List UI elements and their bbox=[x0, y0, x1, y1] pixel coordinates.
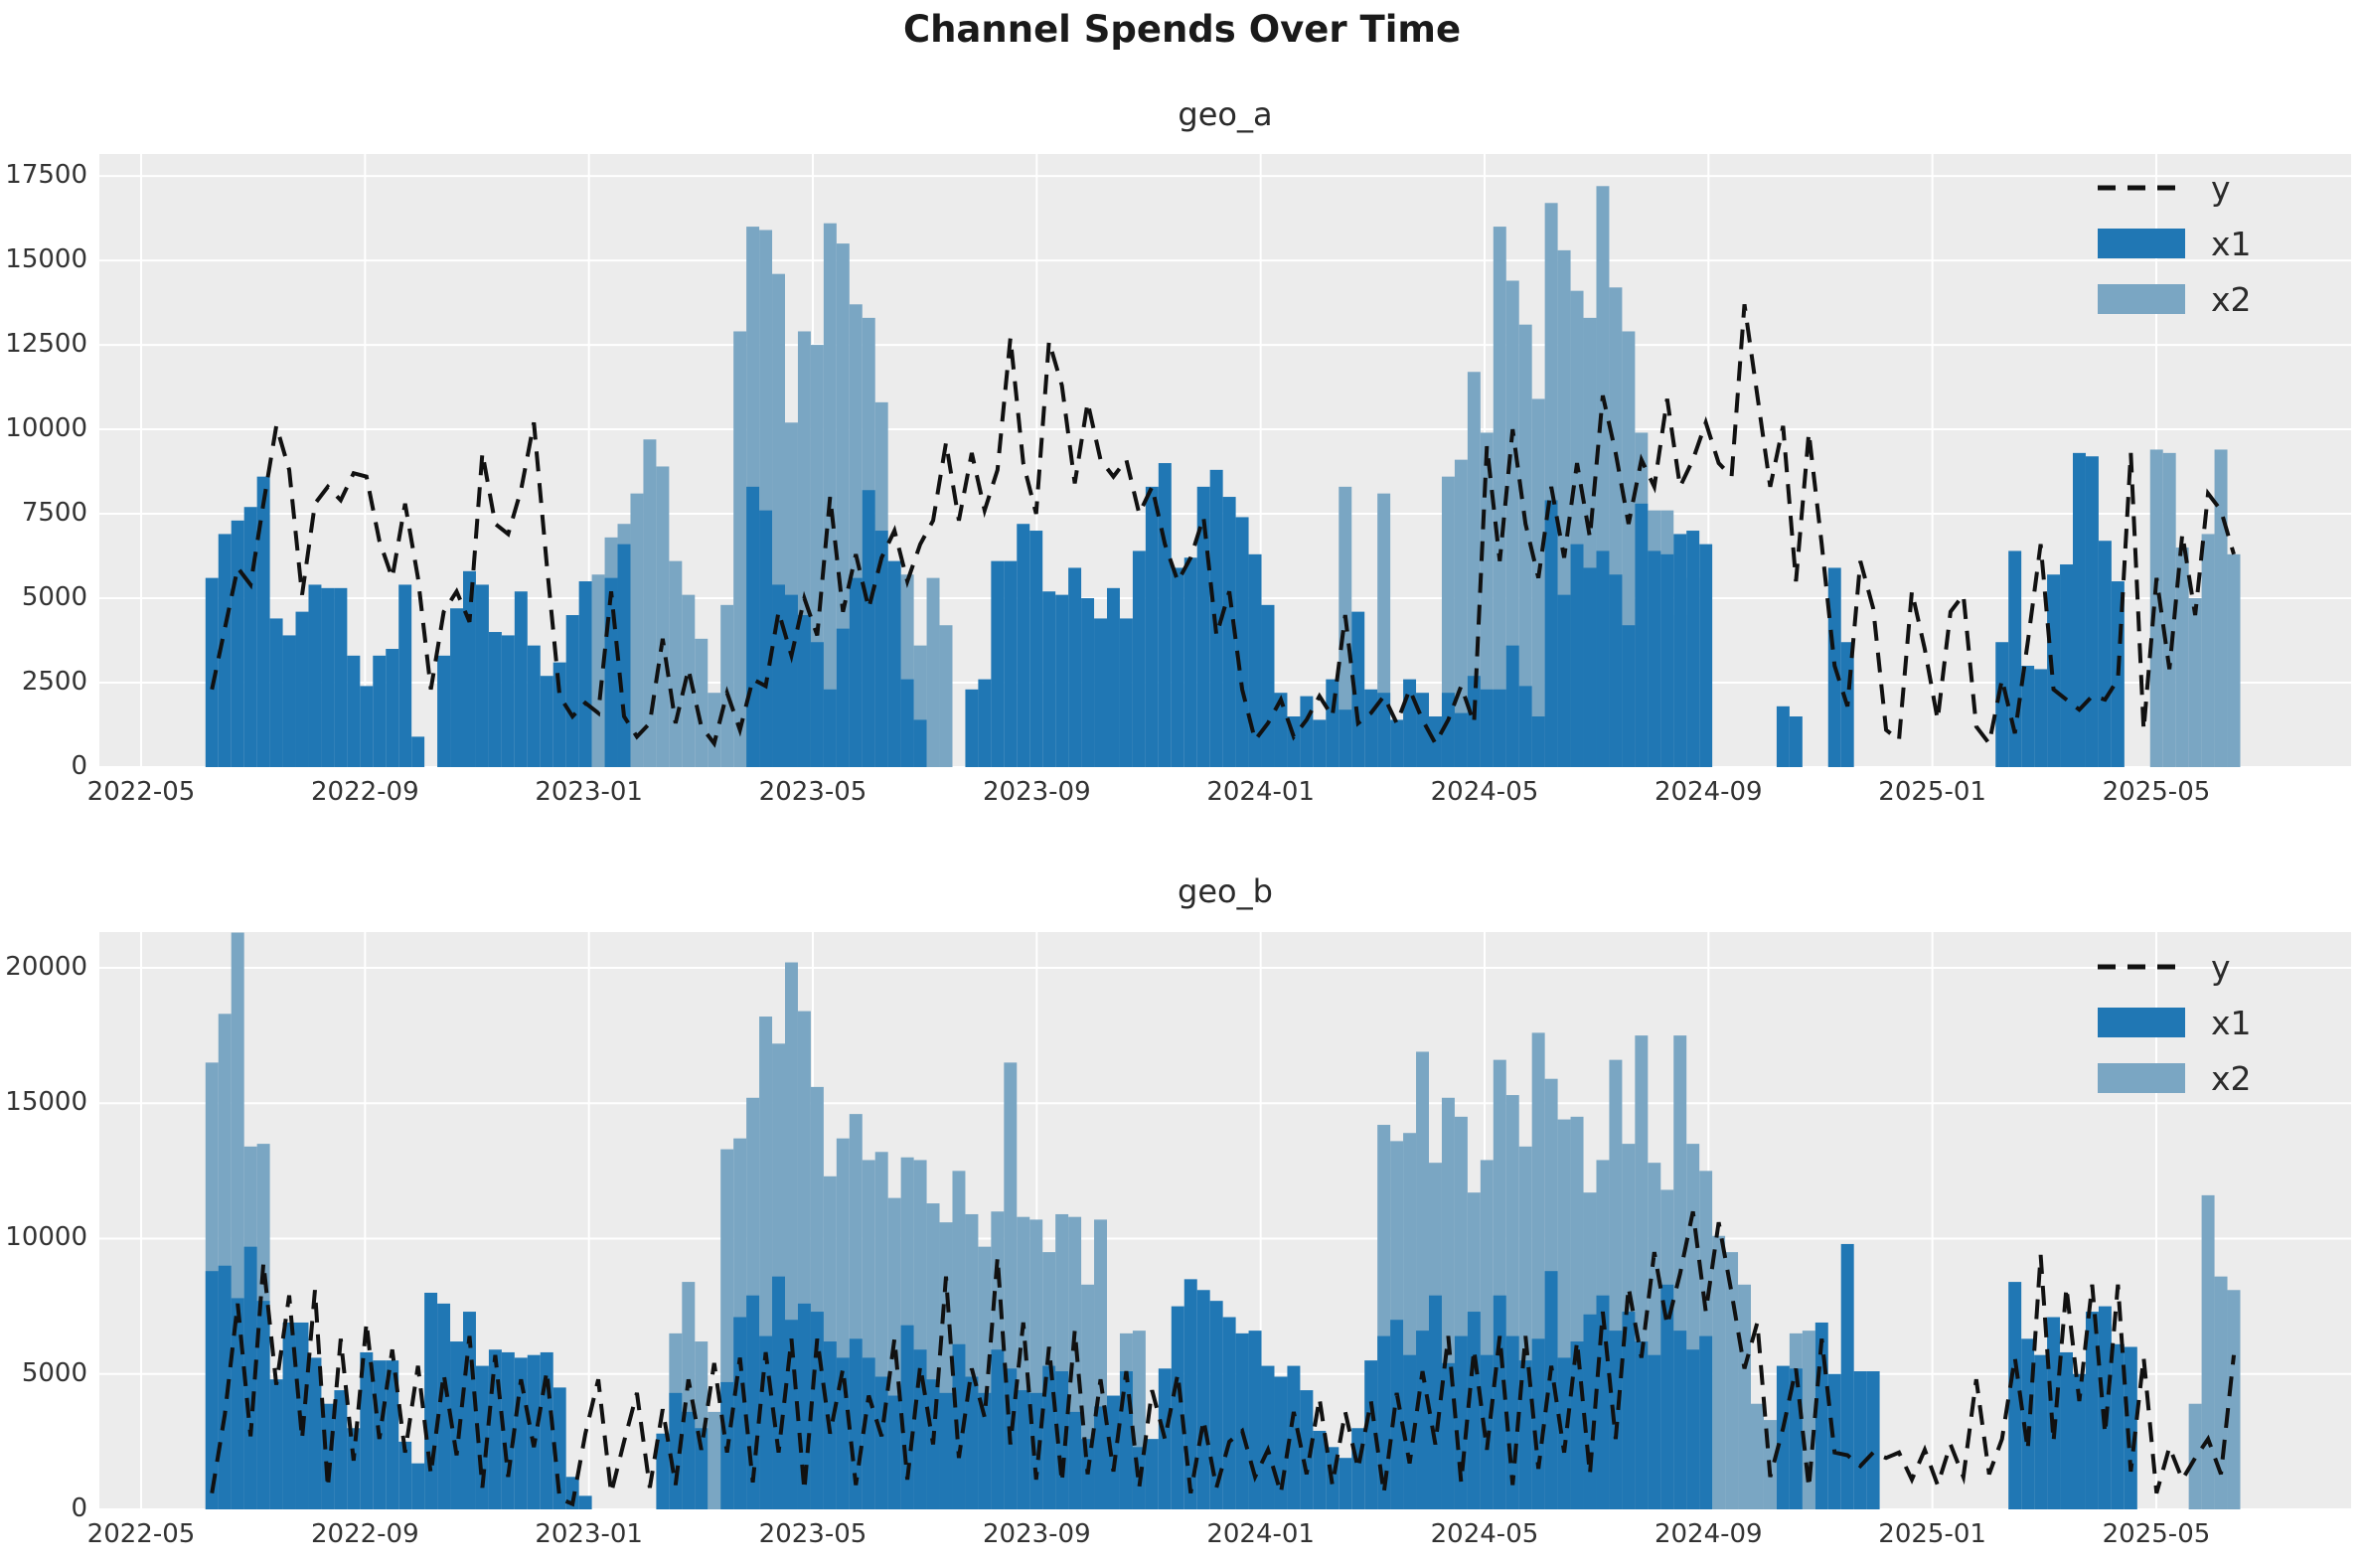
y-tick-label: 10000 bbox=[5, 1222, 87, 1253]
plot-area-geo_a bbox=[99, 154, 2351, 767]
y-tick-label: 5000 bbox=[21, 1357, 87, 1388]
y-tick-label: 17500 bbox=[5, 160, 87, 191]
legend-label-y: y bbox=[2211, 168, 2231, 208]
dashed-line-sample-icon bbox=[2098, 964, 2185, 970]
dashed-line-sample-icon bbox=[2098, 185, 2185, 191]
x-tick-label: 2024-01 bbox=[1206, 777, 1315, 807]
legend-geo-a: y x1 x2 bbox=[2098, 167, 2252, 320]
x-tick-label: 2023-05 bbox=[758, 1519, 867, 1549]
x-tick-label: 2022-09 bbox=[311, 1519, 419, 1549]
y-tick-label: 5000 bbox=[21, 582, 87, 613]
legend-label-x1: x1 bbox=[2211, 224, 2252, 263]
x-tick-label: 2022-05 bbox=[86, 777, 196, 807]
plot-area-geo_b bbox=[99, 932, 2351, 1509]
x-tick-label: 2025-01 bbox=[1878, 1519, 1986, 1549]
legend-item-y: y bbox=[2098, 946, 2252, 988]
legend-label-x2: x2 bbox=[2211, 279, 2252, 319]
x-tick-label: 2023-05 bbox=[758, 777, 867, 807]
x-tick-label: 2022-05 bbox=[86, 1519, 196, 1549]
x-tick-label: 2022-09 bbox=[311, 777, 419, 807]
x-tick-label: 2023-09 bbox=[982, 1519, 1091, 1549]
x1-swatch-icon bbox=[2098, 1008, 2185, 1037]
y-tick-label: 0 bbox=[71, 1493, 87, 1523]
subplot-title-geo-a: geo_a bbox=[1178, 95, 1273, 133]
y-tick-label: 15000 bbox=[5, 244, 87, 275]
x2-swatch-icon bbox=[2098, 1063, 2185, 1093]
x-tick-label: 2024-05 bbox=[1430, 777, 1539, 807]
y-tick-label: 12500 bbox=[5, 329, 87, 360]
y-tick-label: 0 bbox=[71, 751, 87, 781]
x2-swatch-icon bbox=[2098, 284, 2185, 314]
x-tick-label: 2023-01 bbox=[535, 777, 643, 807]
x-tick-label: 2025-05 bbox=[2102, 1519, 2211, 1549]
x-tick-label: 2024-05 bbox=[1430, 1519, 1539, 1549]
legend-label-x2: x2 bbox=[2211, 1058, 2252, 1098]
x-tick-label: 2025-01 bbox=[1878, 777, 1986, 807]
y-tick-label: 2500 bbox=[21, 667, 87, 697]
y-tick-label: 7500 bbox=[21, 498, 87, 529]
x-tick-label: 2024-09 bbox=[1654, 1519, 1763, 1549]
y-tick-label: 15000 bbox=[5, 1087, 87, 1118]
y-tick-label: 20000 bbox=[5, 951, 87, 982]
subplot-title-geo-b: geo_b bbox=[1178, 872, 1273, 910]
legend-label-x1: x1 bbox=[2211, 1003, 2252, 1042]
legend-geo-b: y x1 x2 bbox=[2098, 946, 2252, 1099]
x-tick-label: 2023-01 bbox=[535, 1519, 643, 1549]
y-tick-label: 10000 bbox=[5, 413, 87, 444]
x-tick-label: 2024-01 bbox=[1206, 1519, 1315, 1549]
figure-suptitle: Channel Spends Over Time bbox=[902, 8, 1462, 51]
x-tick-label: 2024-09 bbox=[1654, 777, 1763, 807]
legend-label-y: y bbox=[2211, 947, 2231, 987]
legend-item-x2: x2 bbox=[2098, 278, 2252, 320]
legend-item-x1: x1 bbox=[2098, 223, 2252, 264]
x-tick-label: 2025-05 bbox=[2102, 777, 2211, 807]
x1-swatch-icon bbox=[2098, 229, 2185, 258]
x-tick-label: 2023-09 bbox=[982, 777, 1091, 807]
legend-item-y: y bbox=[2098, 167, 2252, 209]
legend-item-x2: x2 bbox=[2098, 1057, 2252, 1099]
legend-item-x1: x1 bbox=[2098, 1002, 2252, 1043]
